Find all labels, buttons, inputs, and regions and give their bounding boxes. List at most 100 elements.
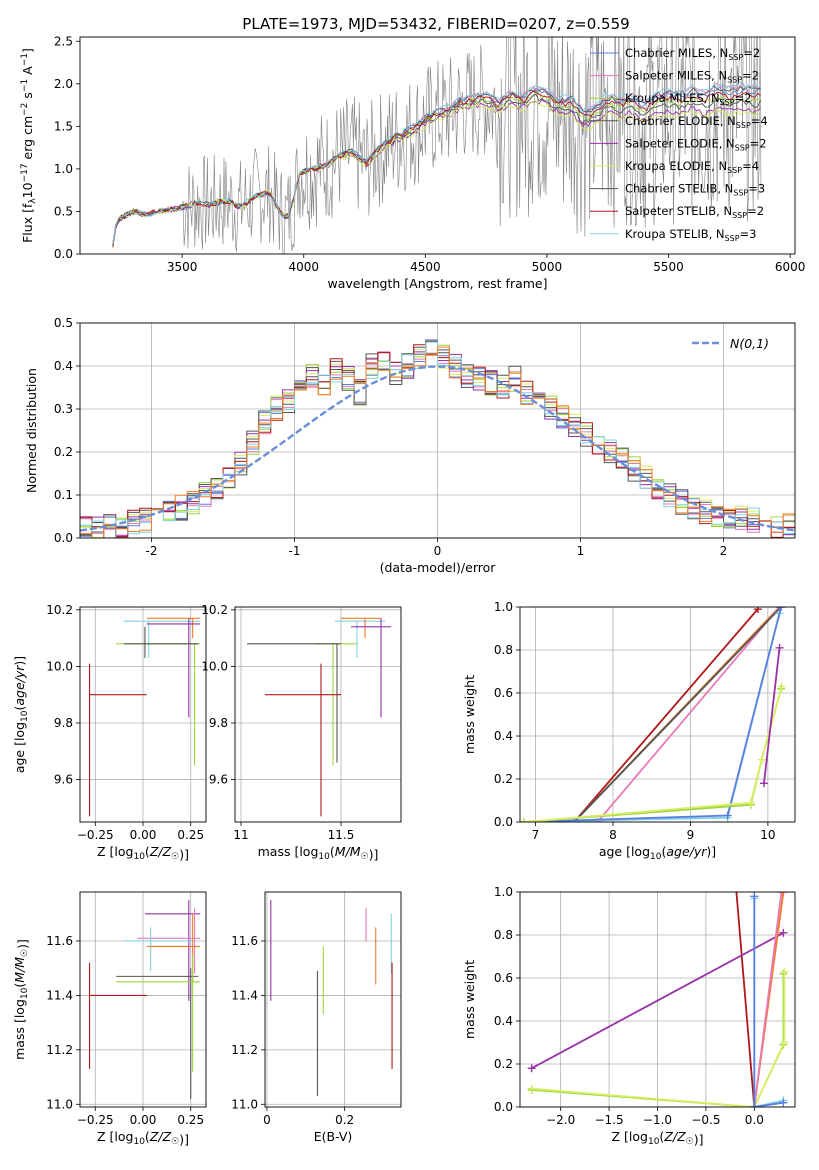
y-tick-label: 0.3 <box>54 402 73 416</box>
y-axis-label: Flux [fλ10−17 erg cm−2 s−1 A−1] <box>20 48 38 243</box>
plot-area <box>527 892 789 1107</box>
y-tick-label: 0.4 <box>54 359 73 373</box>
axes-frame <box>519 606 796 823</box>
plot-area <box>270 900 393 1097</box>
legend-label: Chabrier STELIB, NSSP=3 <box>625 182 765 198</box>
weight-marker <box>570 818 579 822</box>
axes-mass_vs_Z: −0.25 0.00 0.25 11.0 11.2 11.4 11.6 Z [log10(Z/… <box>12 891 207 1147</box>
x-tick-label: −0.25 <box>77 828 114 842</box>
x-axis-label: age [log10(age/yr)] <box>599 844 716 862</box>
x-tick-label: 0.25 <box>177 828 204 842</box>
x-tick-label: 6000 <box>775 260 806 274</box>
legend-label: Chabrier ELODIE, NSSP=4 <box>625 114 768 130</box>
axes-frame <box>79 891 207 1108</box>
x-axis-label: Z [log10(Z/Z☉)] <box>612 1129 704 1147</box>
y-axis-label: age [log10(age/yr)] <box>12 656 30 773</box>
y-tick-label: 0.2 <box>54 445 73 459</box>
legend-label: Salpeter MILES, NSSP=2 <box>625 69 759 85</box>
y-tick-label: 1.0 <box>54 162 73 176</box>
weight-marker <box>779 928 788 937</box>
weight-line-cm <box>753 896 784 1107</box>
x-tick-label: 5500 <box>653 260 684 274</box>
weight-line-ks <box>523 613 781 822</box>
axes-frame <box>264 891 402 1108</box>
axes-massweight_vs_Z: −2.0 −1.5 −1.0 −0.5 0.0 0.0 0.2 0.4 0.6 0.8 1.0 Z [… <box>462 885 796 1147</box>
weight-line-ke <box>531 971 786 1107</box>
y-tick-label: 1.0 <box>494 885 513 899</box>
axes-residuals: -2 -1 0 1 2 0.0 0.1 0.2 0.3 0.4 0.5 (data-model)/er… <box>24 316 796 575</box>
axes-frame <box>79 606 207 823</box>
observed-spectrum <box>181 37 762 254</box>
plot-area <box>520 607 786 822</box>
x-tick-label: 4500 <box>410 260 441 274</box>
y-tick-label: 0.5 <box>54 316 73 330</box>
x-tick-label: -1 <box>289 544 301 558</box>
x-tick-label: −1.5 <box>595 1113 624 1127</box>
legend-label: Salpeter STELIB, NSSP=2 <box>625 204 764 220</box>
y-tick-label: 0.8 <box>494 928 513 942</box>
x-tick-label: 9 <box>687 828 695 842</box>
weight-marker <box>777 682 786 691</box>
axes-frame <box>79 36 796 255</box>
axes-frame <box>79 322 796 539</box>
weight-marker <box>777 892 786 896</box>
legend: Chabrier MILES, NSSP=2 Salpeter MILES, NS… <box>590 46 768 243</box>
weight-line-ce <box>573 607 782 822</box>
y-tick-label: 11.2 <box>231 1043 258 1057</box>
x-tick-label: −2.0 <box>546 1113 575 1127</box>
y-tick-label: 0.0 <box>54 247 73 261</box>
weight-marker <box>777 607 786 611</box>
y-tick-label: 11.6 <box>231 934 258 948</box>
x-tick-label: -2 <box>146 544 158 558</box>
axes-massweight_vs_age: 7 8 9 10 0.0 0.2 0.4 0.6 0.8 1.0 age [log10(age/yr… <box>462 600 796 862</box>
axes-frame <box>519 891 796 1108</box>
x-tick-label: −1.0 <box>643 1113 672 1127</box>
x-tick-label: 4000 <box>288 260 319 274</box>
y-tick-label: 0.6 <box>494 686 513 700</box>
x-tick-label: 8 <box>609 828 617 842</box>
x-axis-label: (data-model)/error <box>380 560 497 575</box>
y-tick-label: 0.2 <box>494 1057 513 1071</box>
axes-mass_vs_ebv: 0 0.2 11.0 11.2 11.4 11.6 E(B-V) <box>231 891 402 1144</box>
weight-marker <box>753 607 762 614</box>
weight-marker <box>757 755 766 764</box>
y-tick-label: 0.4 <box>494 729 513 743</box>
weight-marker <box>750 892 759 901</box>
x-tick-label: 0 <box>263 1113 271 1127</box>
weight-marker <box>779 1098 788 1107</box>
weight-line-sm <box>753 892 783 1107</box>
weight-line-ss <box>573 608 759 822</box>
y-tick-label: 0.5 <box>54 204 73 218</box>
weight-marker <box>779 892 788 896</box>
plot-area <box>112 37 762 254</box>
y-tick-label: 9.6 <box>209 773 228 787</box>
y-tick-label: 2.5 <box>54 34 73 48</box>
weight-marker <box>520 818 528 822</box>
x-axis-label: E(B-V) <box>314 1129 353 1144</box>
plot-area <box>88 617 201 817</box>
model-spectrum-ke <box>112 100 761 248</box>
weight-line-se <box>531 932 784 1070</box>
x-tick-label: 0.00 <box>130 828 157 842</box>
y-tick-label: 0.2 <box>494 772 513 786</box>
weight-line-sm <box>596 607 781 822</box>
weight-marker <box>760 779 769 788</box>
legend-label: Chabrier MILES, NSSP=2 <box>625 46 760 62</box>
x-tick-label: 0.0 <box>745 1113 764 1127</box>
y-tick-label: 10.0 <box>201 659 228 673</box>
y-tick-label: 1.5 <box>54 119 73 133</box>
x-tick-label: 0.2 <box>335 1113 354 1127</box>
y-tick-label: 11.4 <box>231 988 258 1002</box>
y-axis-label: mass weight <box>462 675 477 754</box>
model-spectrum-ks <box>112 81 761 245</box>
weight-marker <box>723 811 732 820</box>
y-tick-label: 11.2 <box>46 1043 73 1057</box>
legend-label: Salpeter ELODIE, NSSP=2 <box>625 136 767 152</box>
y-tick-label: 0.6 <box>494 971 513 985</box>
axes-frame <box>234 606 402 823</box>
legend-label: N(0,1) <box>730 336 769 351</box>
y-axis-label: Normed distribution <box>24 368 39 493</box>
x-tick-label: 0 <box>434 544 442 558</box>
y-axis-label: mass [log10(M/M☉)] <box>12 939 30 1060</box>
